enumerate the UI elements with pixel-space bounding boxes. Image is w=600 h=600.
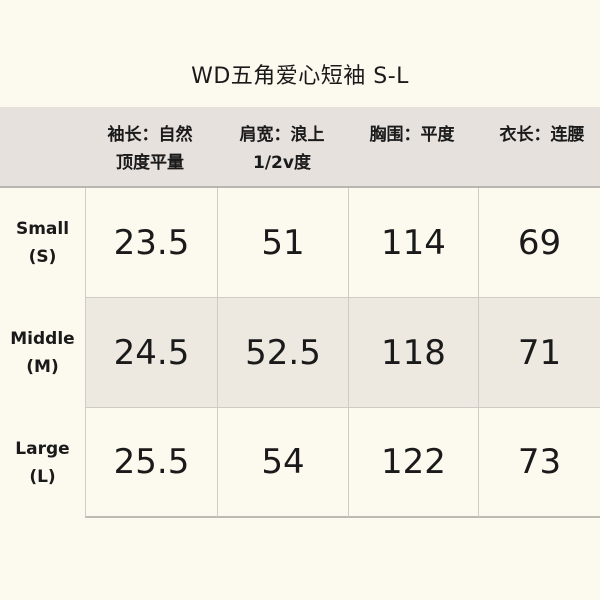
table-row: Large (L) 25.5 54 122 73	[0, 408, 600, 518]
header-line: 袖长：自然	[107, 125, 193, 145]
table-cell: 118	[348, 298, 478, 408]
header-line: 肩宽：浪上	[239, 125, 325, 145]
table-cell: 52.5	[217, 298, 348, 408]
size-label: Large (L)	[0, 408, 85, 518]
header-line: 顶度平量	[116, 153, 184, 173]
header-line: 1/2v度	[253, 153, 311, 173]
size-code: (M)	[26, 357, 59, 377]
table-row: Middle (M) 24.5 52.5 118 71	[0, 298, 600, 408]
size-name: Large	[15, 439, 70, 459]
header-line: 衣长：连腰	[499, 125, 585, 145]
size-name: Middle	[10, 329, 75, 349]
table-cell: 24.5	[85, 298, 217, 408]
header-sleeve: 袖长：自然 顶度平量	[90, 121, 210, 177]
table-cell: 114	[348, 188, 478, 298]
table-cell: 69	[478, 188, 600, 298]
table-cell: 23.5	[85, 188, 217, 298]
table-row: Small (S) 23.5 51 114 69	[0, 188, 600, 298]
table-cell: 51	[217, 188, 348, 298]
header-chest: 胸围：平度	[352, 121, 472, 149]
header-line: 胸围：平度	[369, 125, 455, 145]
header-length: 衣长：连腰	[482, 121, 600, 149]
size-code: (S)	[28, 247, 57, 267]
size-label: Middle (M)	[0, 298, 85, 408]
chart-title: WD五角爱心短袖 S-L	[191, 64, 409, 89]
size-code: (L)	[29, 467, 56, 487]
table-cell: 122	[348, 408, 478, 518]
size-name: Small	[15, 219, 70, 239]
table-cell: 25.5	[85, 408, 217, 518]
header-shoulder: 肩宽：浪上 1/2v度	[222, 121, 342, 177]
table-cell: 73	[478, 408, 600, 518]
table-cell: 54	[217, 408, 348, 518]
table-header: 袖长：自然 顶度平量 肩宽：浪上 1/2v度 胸围：平度 衣长：连腰	[0, 107, 600, 188]
table-cell: 71	[478, 298, 600, 408]
size-label: Small (S)	[0, 188, 85, 298]
